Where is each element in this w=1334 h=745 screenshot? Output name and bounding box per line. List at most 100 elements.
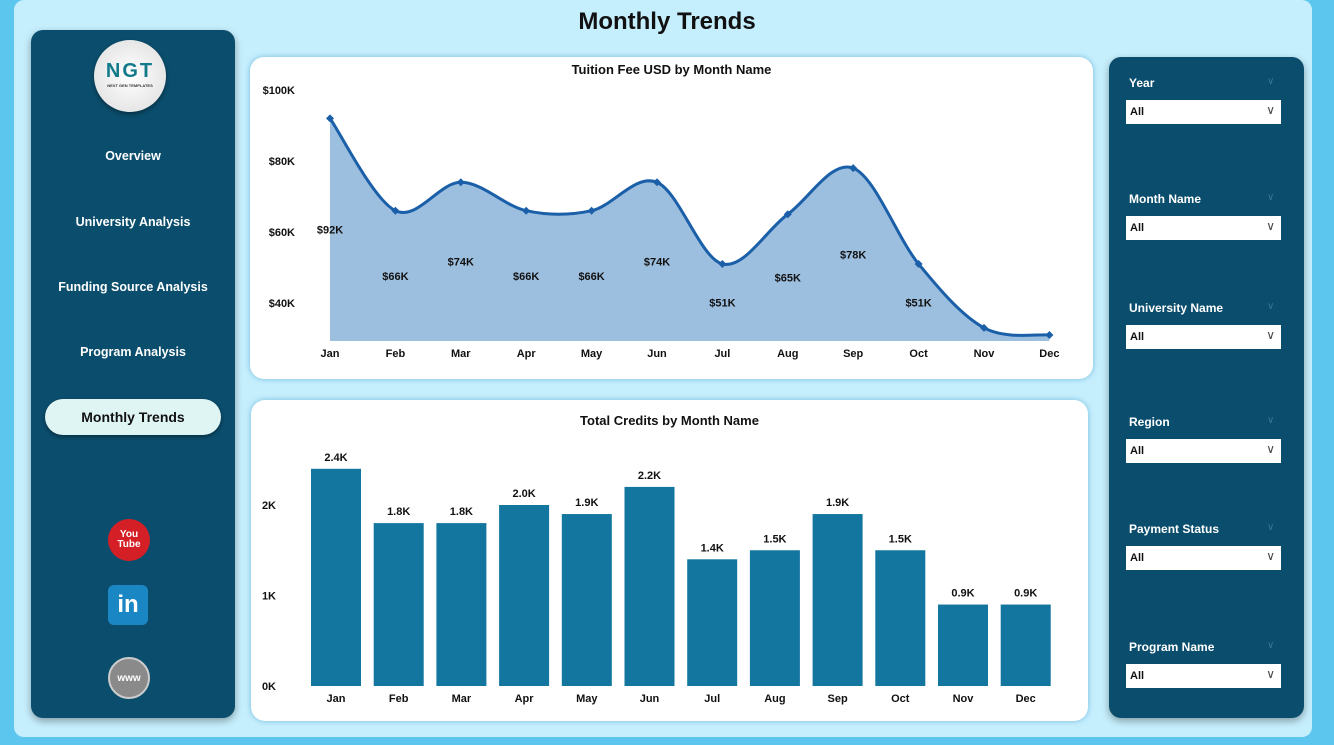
data-point [718,259,727,268]
data-label: $66K [382,271,408,283]
filter-label: University Name [1129,301,1224,315]
filter-dropdown[interactable]: All ∨ [1126,439,1281,463]
y-tick-label: 1K [262,591,276,603]
chart-title: Total Credits by Month Name [580,413,759,428]
chevron-down-icon: ∨ [1266,442,1275,456]
bar [749,550,800,686]
data-label: $92K [317,225,343,237]
filter-label: Program Name [1129,640,1215,654]
data-point [456,178,465,187]
nav-funding-source-analysis[interactable]: Funding Source Analysis [58,280,208,294]
filter-value: All [1130,445,1145,457]
bar [561,514,612,686]
chevron-down-icon[interactable]: ∨ [1267,192,1275,203]
data-point [522,206,531,215]
filter-dropdown[interactable]: All ∨ [1126,664,1281,688]
tuition-fee-chart: Tuition Fee USD by Month Name $40K $60K $8… [250,57,1093,379]
data-label: 1.5K [889,533,912,545]
filter-dropdown[interactable]: All ∨ [1126,546,1281,570]
y-tick-label: $60K [269,227,295,239]
x-tick-label: Nov [953,693,975,705]
filter-label: Year [1129,76,1155,90]
bar [311,468,361,686]
data-label: $66K [578,271,604,283]
filter-dropdown[interactable]: All ∨ [1126,216,1281,240]
y-tick-label: $40K [269,298,295,310]
chevron-down-icon: ∨ [1266,667,1275,681]
bar [812,514,863,686]
x-tick-label: Nov [974,348,996,360]
linkedin-icon[interactable]: in [108,585,148,625]
x-tick-label: Jul [704,693,720,705]
area-fill [330,118,1050,341]
x-tick-label: Jun [647,348,667,360]
data-point [783,210,792,219]
data-label: $65K [775,273,801,285]
linkedin-label: in [117,591,139,618]
chevron-down-icon[interactable]: ∨ [1267,522,1275,533]
youtube-label: You Tube [117,529,141,550]
filter-label: Month Name [1129,192,1201,206]
x-tick-label: Sep [843,348,863,360]
bar [1000,604,1051,686]
filter-value: All [1130,106,1145,118]
data-label: 1.9K [826,497,849,509]
chevron-down-icon[interactable]: ∨ [1267,415,1275,426]
nav-monthly-trends[interactable]: Monthly Trends [45,399,221,435]
data-label: $74K [448,257,474,269]
data-label: 0.9K [1014,588,1037,600]
x-tick-label: Jun [640,693,660,705]
data-point [914,259,923,268]
x-tick-label: May [581,348,603,360]
x-tick-label: Apr [517,348,537,360]
nav-overview[interactable]: Overview [105,149,161,163]
data-label: $51K [905,297,931,309]
data-label: $74K [644,257,670,269]
chevron-down-icon: ∨ [1266,549,1275,563]
x-tick-label: Sep [828,693,848,705]
chevron-down-icon[interactable]: ∨ [1267,301,1275,312]
chevron-down-icon[interactable]: ∨ [1267,640,1275,651]
data-label: $66K [513,271,539,283]
x-tick-label: Oct [909,348,928,360]
filter-value: All [1130,670,1145,682]
chevron-down-icon: ∨ [1266,103,1275,117]
data-label: $78K [840,250,866,262]
logo-text: NGT [105,60,155,82]
y-tick-label: 2K [262,500,276,512]
data-point [849,164,858,173]
chevron-down-icon: ∨ [1266,328,1275,342]
filter-panel: Year ∨ All ∨ Month Name ∨ All ∨ University N… [1109,57,1304,718]
sidebar: NGT NEXT GEN TEMPLATES Overview Universi… [31,30,235,718]
filter-dropdown[interactable]: All ∨ [1126,325,1281,349]
tuition-fee-area-chart: $40K $60K $80K $100K Jan $92K Feb $66K Mar $74K Ap… [263,85,1060,360]
x-tick-label: Mar [451,348,471,360]
x-tick-label: Aug [764,693,785,705]
globe-icon[interactable]: www [108,657,150,699]
filter-value: All [1130,552,1145,564]
data-label: 1.5K [763,533,786,545]
data-label: 2.0K [512,488,535,500]
x-tick-label: Jul [714,348,730,360]
youtube-icon[interactable]: You Tube [108,519,150,561]
bar [373,523,424,686]
data-label: $51K [709,297,735,309]
bar [687,559,738,686]
filter-dropdown[interactable]: All ∨ [1126,100,1281,124]
nav-program-analysis[interactable]: Program Analysis [80,345,186,359]
data-label: 2.4K [324,452,347,464]
bar [938,604,988,686]
data-label: 1.8K [450,506,473,518]
data-point [326,114,334,123]
data-point [653,178,661,187]
data-label: 1.4K [701,542,724,554]
x-tick-label: Feb [386,348,406,360]
filter-label: Region [1129,415,1170,429]
x-tick-label: Jan [327,693,346,705]
ngt-logo: NGT NEXT GEN TEMPLATES [94,40,166,112]
nav-university-analysis[interactable]: University Analysis [75,215,191,229]
filter-label: Payment Status [1129,522,1220,536]
bar [624,486,675,686]
data-label: 2.2K [638,470,661,482]
chevron-down-icon[interactable]: ∨ [1267,76,1275,87]
